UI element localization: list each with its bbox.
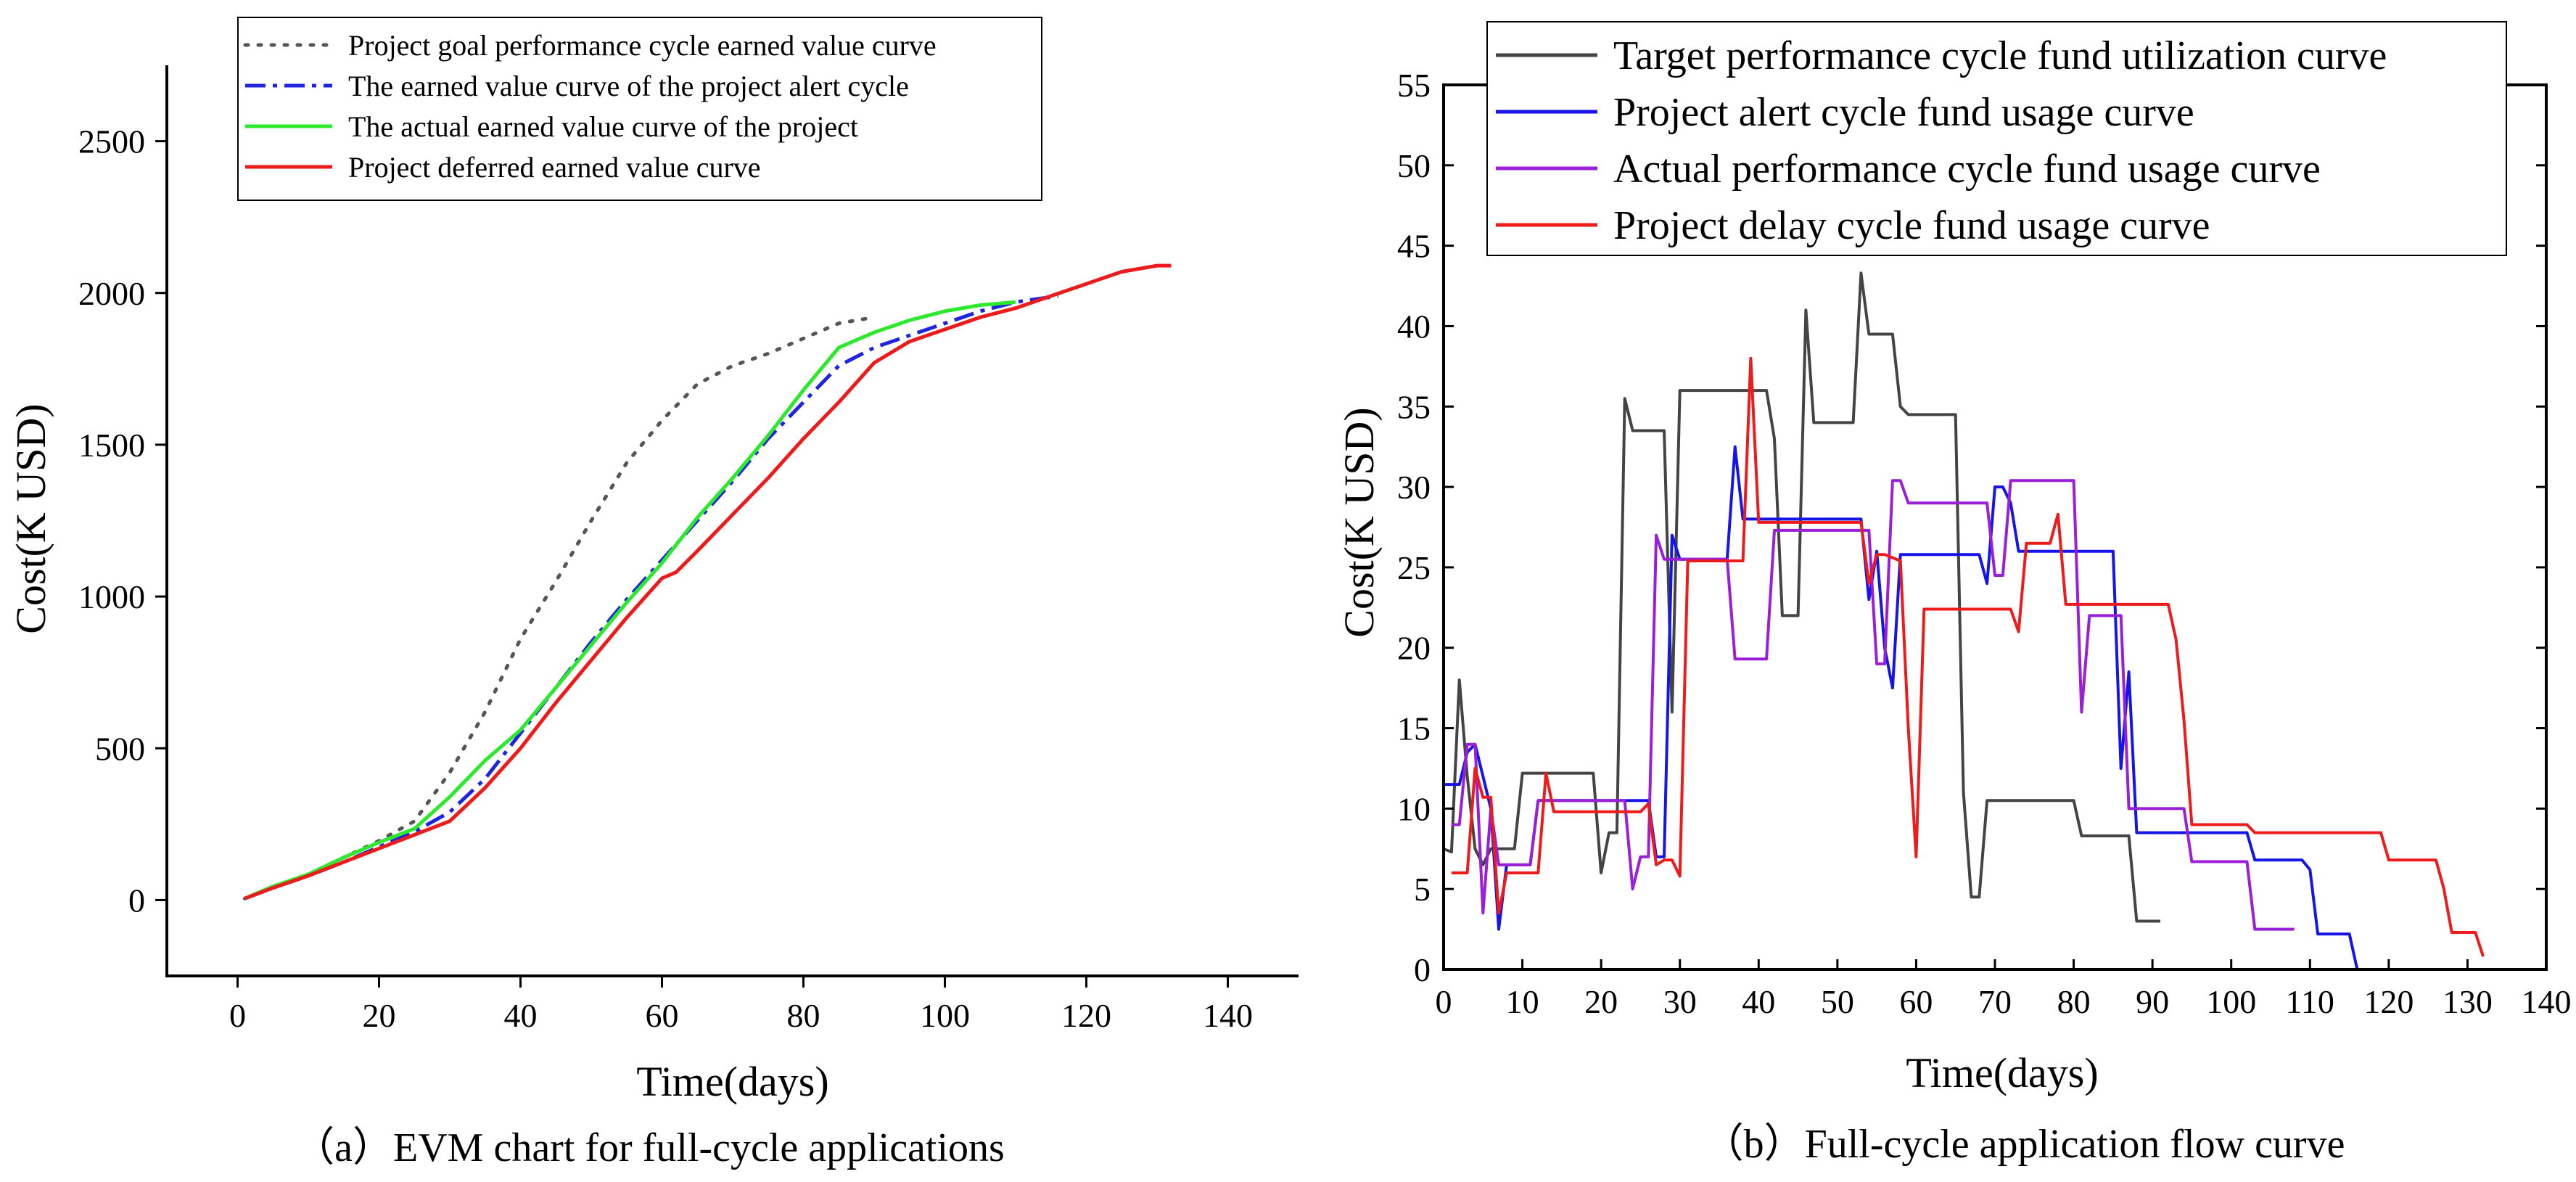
chart-b: 0 10 20 30 40 50 60 70 80 90 100 110 120 130 140 0 5 10 15… [1336, 21, 2572, 1167]
chart-b-xlabel: Time(days) [1906, 1049, 2098, 1096]
chart-a-series-line-2 [244, 300, 1016, 900]
chart-a-legend: Project goal performance cycle earned va… [237, 17, 1042, 201]
chart-a-ytick-label: 1500 [78, 427, 145, 464]
chart-b-ytick-label: 50 [1397, 147, 1431, 184]
chart-b-ytick-label: 20 [1397, 630, 1431, 667]
chart-b-caption: （b）Full-cycle application flow curve [1703, 1122, 2345, 1167]
chart-a-ytick-label: 2000 [78, 275, 145, 312]
chart-b-xtick-label: 40 [1742, 983, 1775, 1020]
chart-a-ticks: 0 20 40 60 80 100 120 140 0 500 1000 1500 2000 2500 [78, 123, 1253, 1034]
chart-b-ytick-label: 15 [1397, 710, 1431, 747]
chart-b-ytick-label: 5 [1414, 871, 1431, 908]
chart-a-ytick-label: 500 [95, 730, 145, 767]
chart-b-ytick-label: 0 [1414, 951, 1431, 988]
chart-b-xtick-label: 80 [2057, 983, 2091, 1020]
chart-a-xtick-label: 80 [787, 997, 820, 1034]
chart-b-xtick-label: 130 [2443, 983, 2493, 1020]
chart-b-ytick-label: 25 [1397, 549, 1431, 586]
chart-b-legend: Target performance cycle fund utilizatio… [1486, 21, 2507, 256]
chart-b-ytick-label: 35 [1397, 388, 1431, 425]
chart-a-legend-label-0: Project goal performance cycle earned va… [348, 29, 937, 62]
chart-b-ytick-label: 10 [1397, 790, 1431, 827]
chart-b-legend-label-3: Project delay cycle fund usage curve [1613, 203, 2210, 248]
chart-b-series-group [1443, 271, 2485, 970]
chart-b-xtick-label: 70 [1978, 983, 2012, 1020]
chart-a-ylabel: Cost(K USD) [7, 403, 54, 633]
chart-a-legend-label-2: The actual earned value curve of the pro… [348, 110, 858, 143]
chart-a-series-group [242, 263, 1172, 900]
chart-b-xtick-label: 60 [1899, 983, 1933, 1020]
chart-b-xtick-label: 100 [2206, 983, 2256, 1020]
chart-a-ytick-label: 0 [128, 882, 145, 919]
chart-b-ytick-label: 55 [1397, 67, 1431, 104]
chart-b-legend-box [1486, 21, 2507, 256]
chart-b-xtick-label: 140 [2522, 983, 2572, 1020]
chart-a-caption: （a）EVM chart for full-cycle applications [294, 1125, 1005, 1170]
chart-a-xtick-label: 40 [504, 997, 538, 1034]
chart-b-xtick-label: 20 [1584, 983, 1618, 1020]
chart-b-legend-label-1: Project alert cycle fund usage curve [1613, 90, 2194, 135]
chart-a-ytick-label: 1000 [78, 578, 145, 615]
chart-a-xtick-label: 60 [646, 997, 679, 1034]
chart-a-legend-label-3: Project deferred earned value curve [348, 151, 761, 184]
chart-a-axes [165, 65, 1299, 977]
chart-a-legend-box [237, 17, 1042, 201]
chart-b-legend-label-0: Target performance cycle fund utilizatio… [1613, 33, 2387, 78]
chart-a-ytick-label: 2500 [78, 123, 145, 160]
chart-a: 0 20 40 60 80 100 120 140 0 500 1000 1500 2000 2500 T… [7, 17, 1299, 1170]
chart-a-xlabel: Time(days) [636, 1058, 828, 1105]
chart-a-xtick-label: 140 [1203, 997, 1253, 1034]
chart-a-xtick-label: 100 [920, 997, 970, 1034]
chart-a-series-line-3 [244, 263, 1172, 900]
chart-b-xtick-label: 0 [1436, 983, 1452, 1020]
chart-a-xtick-label: 20 [363, 997, 396, 1034]
chart-b-xtick-label: 120 [2363, 983, 2414, 1020]
chart-b-series-line-3 [1451, 356, 2485, 957]
chart-a-xtick-label: 0 [229, 997, 246, 1034]
chart-b-ytick-label: 45 [1397, 228, 1431, 265]
chart-b-ylabel: Cost(K USD) [1336, 407, 1383, 637]
chart-b-ticks: 0 10 20 30 40 50 60 70 80 90 100 110 120 130 140 0 5 10 15… [1397, 67, 2572, 1020]
chart-b-ytick-label: 30 [1397, 469, 1431, 506]
chart-b-legend-label-2: Actual performance cycle fund usage curv… [1613, 147, 2321, 192]
chart-b-series-line-0 [1443, 271, 2160, 923]
chart-a-legend-label-1: The earned value curve of the project al… [348, 70, 909, 102]
chart-b-xtick-label: 30 [1663, 983, 1697, 1020]
chart-b-xtick-label: 90 [2136, 983, 2169, 1020]
chart-b-xtick-label: 50 [1821, 983, 1854, 1020]
chart-b-xtick-label: 110 [2286, 983, 2334, 1020]
chart-b-ytick-label: 40 [1397, 308, 1431, 345]
chart-b-xtick-label: 10 [1506, 983, 1539, 1020]
chart-a-xtick-label: 120 [1061, 997, 1111, 1034]
